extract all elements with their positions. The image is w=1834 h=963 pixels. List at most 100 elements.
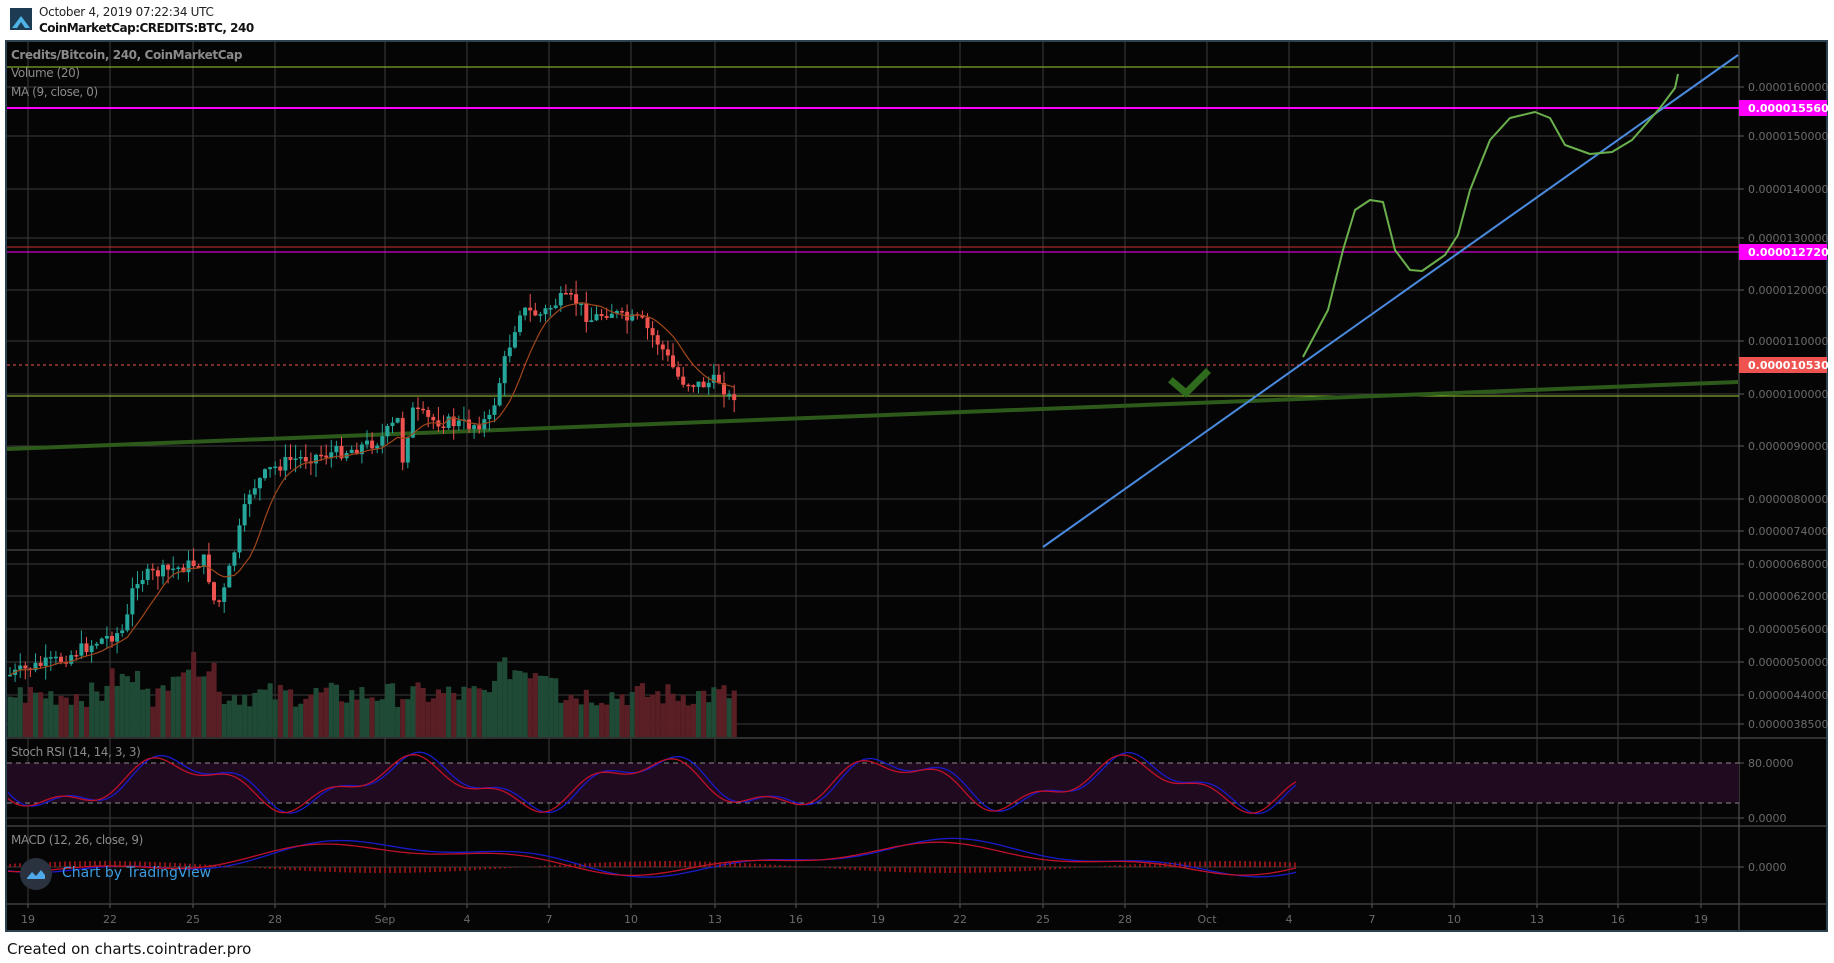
candle-body — [273, 466, 278, 469]
time-tick-label: 25 — [186, 913, 200, 926]
candle-body — [125, 614, 130, 631]
candle-body — [390, 422, 395, 426]
time-tick-label: 28 — [1118, 913, 1132, 926]
volume-bar — [354, 699, 360, 737]
candle-body — [232, 552, 237, 566]
footer-credit: Created on charts.cointrader.pro — [7, 940, 252, 958]
volume-bar — [502, 657, 508, 737]
candle-body — [507, 347, 512, 357]
volume-bar — [318, 692, 324, 737]
volume-bar — [160, 685, 166, 737]
volume-bar — [308, 694, 314, 737]
volume-bar — [7, 696, 13, 737]
volume-bar — [532, 672, 538, 737]
candle-body — [59, 656, 63, 662]
volume-bar — [655, 691, 661, 737]
volume-bar — [390, 683, 396, 737]
candle-body — [329, 452, 334, 458]
candle-body — [89, 645, 94, 653]
volume-bar — [48, 691, 54, 737]
volume-bar — [588, 702, 594, 737]
time-tick-label: 25 — [1036, 913, 1050, 926]
candle-body — [671, 355, 675, 368]
volume-bar — [690, 703, 696, 737]
volume-bar — [522, 672, 528, 737]
candle-body — [645, 317, 650, 329]
time-tick-label: 22 — [953, 913, 967, 926]
volume-bar — [645, 696, 651, 737]
candle-body — [186, 560, 191, 573]
candle-body — [191, 560, 196, 567]
volume-bar — [84, 706, 90, 737]
volume-bar — [481, 689, 487, 737]
volume-bar — [400, 699, 406, 737]
price-axis: 0.0000160000 0.0000150000 0.0000140000 0.00… — [1739, 81, 1834, 874]
volume-bar — [374, 700, 380, 737]
price-tick-label: 0.0000090000 — [1748, 440, 1828, 453]
volume-bar — [451, 692, 457, 737]
volume-bar — [731, 690, 737, 737]
candle-body — [589, 320, 594, 322]
price-label-badge — [1739, 244, 1827, 260]
volume-bar — [461, 686, 467, 737]
candle-body — [691, 385, 696, 387]
volume-bar — [594, 705, 600, 737]
volume-bar — [43, 698, 49, 737]
ma-line — [9, 301, 735, 676]
candle-body — [120, 630, 125, 634]
volume-bar — [196, 676, 202, 737]
volume-bar — [63, 697, 69, 737]
time-tick-label: Oct — [1197, 913, 1217, 926]
volume-bar — [277, 684, 283, 737]
volume-bar — [201, 676, 207, 737]
candle-body — [686, 384, 691, 387]
candle-body — [115, 633, 120, 642]
candle-body — [727, 394, 732, 396]
volume-bar — [73, 694, 79, 737]
price-label-badge — [1739, 357, 1827, 373]
trendline-blue-ascending-support[interactable] — [1042, 54, 1739, 548]
trendline-long-green-support[interactable] — [6, 380, 1739, 451]
candle-body — [201, 554, 206, 567]
volume-bar — [119, 673, 125, 737]
candle-body — [594, 314, 599, 321]
volume-bar — [272, 699, 278, 737]
indicator-tick-label: 80.0000 — [1748, 757, 1794, 770]
ma-legend: MA (9, close, 0) — [11, 85, 98, 99]
candle-body — [23, 665, 28, 669]
candle-body — [8, 674, 12, 677]
stoch-k-line — [7, 751, 1297, 815]
candle-body — [487, 414, 492, 420]
candle-body — [553, 305, 558, 309]
volume-bar — [706, 702, 712, 737]
volume-bar — [619, 694, 625, 737]
candle-body — [99, 638, 104, 644]
volume-bar — [384, 683, 390, 737]
cointrader-logo-icon — [10, 8, 32, 30]
volume-bar — [507, 679, 513, 737]
candle-body — [538, 314, 543, 316]
candle-body — [543, 308, 548, 315]
candle-body — [569, 293, 573, 295]
candle-body — [237, 525, 242, 553]
volume-bar — [328, 682, 334, 737]
volume-bar — [170, 676, 176, 737]
tradingview-badge[interactable] — [20, 858, 52, 890]
price-tick-label: 0.0000160000 — [1748, 81, 1828, 94]
candle-body — [161, 564, 165, 577]
candle-body — [696, 381, 701, 387]
tradingview-watermark[interactable]: Chart by TradingView — [62, 865, 212, 881]
volume-bar — [58, 695, 64, 737]
time-tick-label: 16 — [1611, 913, 1625, 926]
time-tick-label: 7 — [546, 913, 553, 926]
candle-body — [155, 570, 160, 577]
volume-bar — [104, 685, 110, 737]
candle-body — [395, 418, 400, 423]
price-tick-label: 0.0000080000 — [1748, 493, 1828, 506]
price-tick-label: 0.0000140000 — [1748, 183, 1828, 196]
volume-bar — [68, 704, 74, 737]
projection-curve[interactable] — [1302, 73, 1679, 358]
candle-body — [278, 466, 283, 471]
price-label-text: 0.0000105300 — [1748, 359, 1834, 372]
